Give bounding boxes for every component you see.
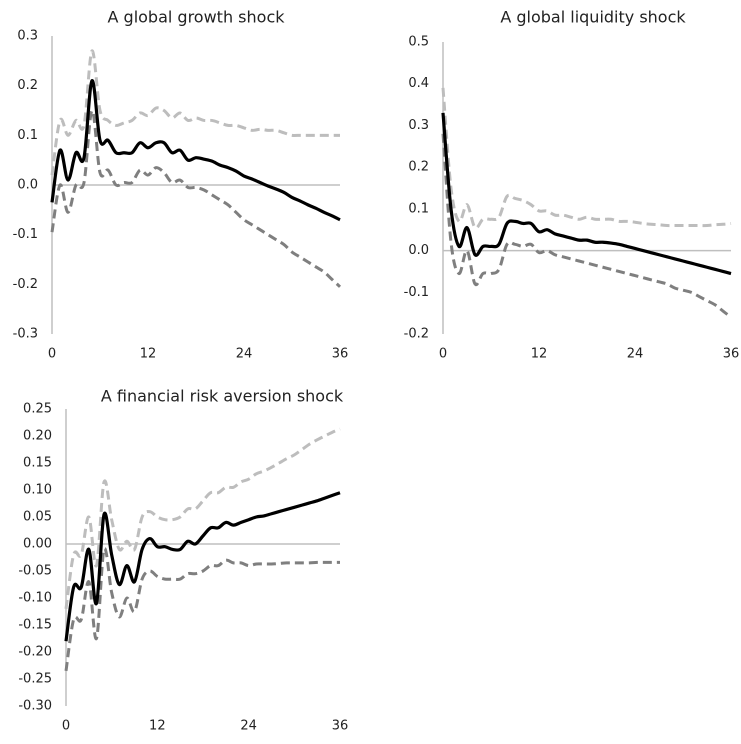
band-line [64,427,341,610]
chart-title: A financial risk aversion shock [101,387,344,406]
band-line [441,87,732,230]
x-tick-label: 36 [332,719,349,734]
y-tick-label: 0.3 [408,118,429,133]
y-tick-label: -0.2 [13,277,38,292]
y-tick-label: -0.15 [18,618,52,633]
y-tick-label: 0.0 [17,178,38,193]
y-tick-label: 0.2 [17,78,38,93]
y-tick-label: 0.4 [408,76,429,91]
x-tick-label: 12 [140,347,157,362]
y-tick-label: 0.20 [23,429,52,444]
y-tick-label: 0.2 [408,160,429,175]
x-tick-label: 0 [439,347,447,362]
y-tick-label: 0.0 [408,243,429,258]
y-tick-label: 0.1 [408,201,429,216]
x-tick-label: 36 [723,347,740,362]
x-tick-label: 36 [332,347,349,362]
y-tick-label: -0.20 [18,645,52,660]
x-tick-label: 0 [62,719,70,734]
chart-title: A global growth shock [108,8,286,27]
band-line [441,133,732,319]
x-tick-label: 12 [149,719,166,734]
y-tick-label: 0.00 [23,537,52,552]
y-tick-label: -0.05 [18,564,52,579]
y-tick-label: -0.2 [404,327,429,342]
y-tick-label: 0.10 [23,483,52,498]
y-tick-label: -0.25 [18,672,52,687]
response-line [50,79,341,222]
y-tick-label: -0.1 [13,227,38,242]
y-tick-label: -0.3 [13,327,38,342]
y-tick-label: -0.10 [18,591,52,606]
y-tick-label: 0.05 [23,510,52,525]
y-tick-label: 0.5 [408,35,429,50]
band-line [50,108,342,288]
chart-title: A global liquidity shock [500,8,686,27]
x-tick-label: 24 [236,347,253,362]
x-tick-label: 24 [240,719,257,734]
response-line [441,112,732,276]
y-tick-label: -0.30 [18,699,52,714]
y-tick-label: 0.15 [23,456,52,471]
band-line [50,49,340,176]
y-tick-label: 0.3 [17,29,38,44]
y-tick-label: 0.25 [23,402,52,417]
x-tick-label: 24 [627,347,644,362]
x-tick-label: 0 [48,347,56,362]
band-line [64,547,340,672]
response-line [64,491,341,642]
y-tick-label: -0.1 [404,285,429,300]
y-tick-label: 0.1 [17,128,38,143]
x-tick-label: 12 [531,347,548,362]
